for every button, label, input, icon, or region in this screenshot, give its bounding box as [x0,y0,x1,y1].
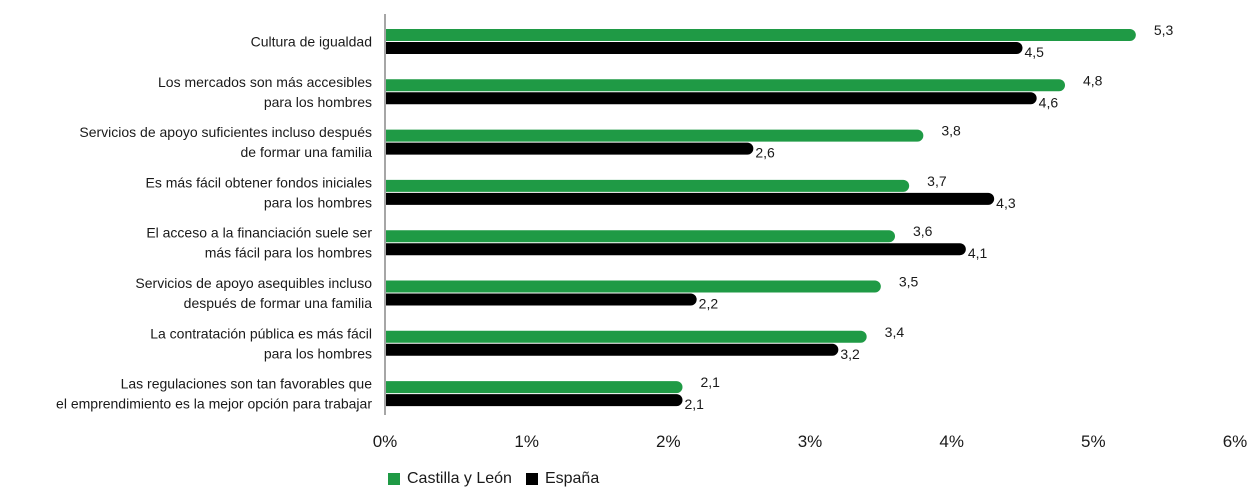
value-label-espana: 2,1 [685,396,705,412]
value-label-espana: 4,1 [968,245,988,261]
category-labels-layer: Cultura de igualdad Los mercados son más … [56,34,372,412]
bar-castilla [385,280,881,293]
category-label: Las regulaciones son tan favorables que [121,376,373,392]
legend-label-castilla: Castilla y León [407,470,512,487]
x-tick-label: 0% [373,432,398,451]
bar-espana [385,92,1037,105]
value-label-castilla: 5,3 [1154,22,1174,38]
category-label: La contratación pública es más fácil [150,325,372,341]
category-label: para los hombres [264,94,372,110]
value-label-castilla: 3,4 [885,324,905,340]
bar-espana [385,293,697,306]
x-tick-label: 3% [798,432,823,451]
bar-espana [385,394,683,407]
category-label: para los hombres [264,194,372,210]
category-label: Servicios de apoyo asequibles incluso [135,275,372,291]
bar-espana [385,243,966,256]
category-label: El acceso a la financiación suele ser [146,225,372,241]
legend-swatch-castilla [388,473,400,485]
value-label-espana: 4,6 [1039,94,1059,110]
legend-swatch-espana [525,473,538,485]
category-label: Los mercados son más accesibles [158,74,372,90]
x-tick-label: 5% [1081,432,1106,451]
category-label: el emprendimiento es la mejor opción par… [56,396,372,412]
value-label-castilla: 3,5 [899,274,919,290]
bar-castilla [385,330,867,343]
category-label: Cultura de igualdad [251,34,372,50]
x-tick-label: 1% [514,432,539,451]
legend: Castilla y León España [388,470,613,488]
category-label: Es más fácil obtener fondos iniciales [146,174,372,190]
bar-castilla [385,230,895,243]
bar-castilla [385,381,683,394]
legend-item-castilla: Castilla y León [388,470,512,488]
value-label-espana: 2,6 [755,145,775,161]
bars-layer: 5,3 4,5 4,8 4,6 3,8 2,6 3,7 4,3 3,6 4,1 3,5 2,2 3,4 3… [385,22,1174,412]
value-label-espana: 2,2 [699,296,719,312]
legend-label-espana: España [544,470,600,487]
category-label: Servicios de apoyo suficientes incluso d… [79,124,372,140]
bar-espana [385,192,995,205]
bar-espana [385,142,754,155]
x-tick-label: 4% [939,432,964,451]
bar-castilla [385,29,1136,41]
value-label-espana: 4,3 [996,195,1016,211]
value-label-castilla: 3,8 [941,123,961,139]
value-label-espana: 4,5 [1025,44,1045,60]
bar-espana [385,343,839,356]
category-label: después de formar una familia [184,295,373,311]
bar-castilla [385,179,910,192]
value-label-castilla: 3,7 [927,173,947,189]
x-ticks-layer: 0% 1% 2% 3% 4% 5% 6% [373,432,1248,451]
x-tick-label: 2% [656,432,681,451]
category-label: para los hombres [264,345,372,361]
value-label-castilla: 2,1 [701,374,721,390]
category-label: de formar una familia [240,144,372,160]
legend-item-espana: España [525,470,600,488]
value-label-espana: 3,2 [840,346,860,362]
bar-espana [385,42,1023,54]
category-label: más fácil para los hombres [205,245,372,261]
bar-castilla [385,129,924,142]
value-label-castilla: 3,6 [913,223,933,239]
value-label-castilla: 4,8 [1083,72,1103,88]
bar-castilla [385,79,1065,92]
x-tick-label: 6% [1223,432,1248,451]
